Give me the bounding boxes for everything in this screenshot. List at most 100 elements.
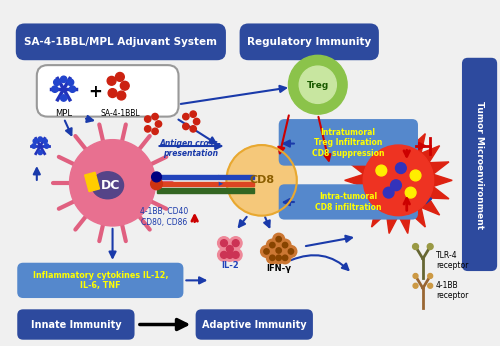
Circle shape [264, 249, 269, 254]
Circle shape [224, 243, 236, 255]
Text: 4-1BB
receptor: 4-1BB receptor [436, 281, 468, 300]
FancyBboxPatch shape [278, 119, 418, 166]
Polygon shape [398, 180, 449, 199]
Circle shape [54, 79, 60, 85]
Polygon shape [372, 180, 398, 227]
FancyBboxPatch shape [462, 58, 497, 271]
Text: Innate Immunity: Innate Immunity [30, 319, 121, 329]
Circle shape [288, 249, 294, 254]
Circle shape [285, 246, 297, 257]
Polygon shape [398, 146, 440, 180]
Text: SA-4-1BBL: SA-4-1BBL [100, 109, 140, 118]
Polygon shape [386, 127, 398, 180]
Circle shape [107, 76, 116, 85]
Circle shape [260, 246, 272, 257]
Text: Treg: Treg [306, 81, 329, 90]
Circle shape [288, 55, 347, 114]
Polygon shape [372, 134, 398, 180]
Text: CD8: CD8 [249, 175, 274, 185]
FancyBboxPatch shape [37, 65, 178, 117]
Text: Antigen cross-
presentation: Antigen cross- presentation [160, 139, 222, 158]
Bar [84, 172, 100, 192]
Circle shape [428, 244, 433, 249]
Text: 4-1BB, CD40
CD80, CD86: 4-1BB, CD40 CD80, CD86 [140, 208, 188, 227]
Polygon shape [398, 127, 410, 180]
Circle shape [156, 121, 162, 127]
Circle shape [70, 140, 156, 226]
Circle shape [413, 274, 418, 279]
Text: Adaptive Immunity: Adaptive Immunity [202, 319, 306, 329]
Bar [156, 175, 254, 179]
Polygon shape [398, 162, 449, 180]
Circle shape [273, 245, 284, 256]
Circle shape [224, 248, 236, 261]
Circle shape [70, 86, 75, 92]
Polygon shape [348, 180, 399, 199]
Circle shape [428, 274, 432, 279]
Circle shape [232, 252, 239, 258]
Circle shape [279, 239, 291, 251]
FancyBboxPatch shape [18, 309, 134, 340]
Circle shape [38, 150, 42, 155]
Circle shape [413, 283, 418, 288]
Circle shape [32, 144, 36, 148]
Ellipse shape [92, 172, 124, 199]
Text: Intratumoral
Treg Infiltration
CD8 suppression: Intratumoral Treg Infiltration CD8 suppr… [312, 128, 384, 157]
Circle shape [376, 165, 386, 176]
Circle shape [384, 187, 394, 198]
Circle shape [44, 144, 49, 148]
Circle shape [428, 283, 432, 288]
Circle shape [266, 239, 278, 251]
Bar [156, 182, 254, 186]
Polygon shape [344, 174, 399, 186]
Circle shape [276, 237, 281, 242]
Circle shape [144, 126, 151, 132]
Circle shape [406, 187, 416, 198]
Circle shape [273, 252, 284, 264]
Circle shape [152, 172, 162, 182]
Circle shape [220, 240, 228, 247]
Circle shape [33, 139, 38, 143]
Polygon shape [358, 180, 399, 215]
Circle shape [116, 72, 124, 81]
Circle shape [266, 252, 278, 264]
Text: Inflammatory cytokines IL-12,
IL-6, TNF: Inflammatory cytokines IL-12, IL-6, TNF [32, 271, 168, 290]
Circle shape [52, 86, 58, 92]
Text: MPL: MPL [55, 109, 72, 118]
Circle shape [363, 145, 434, 216]
Circle shape [230, 248, 242, 261]
FancyBboxPatch shape [18, 263, 183, 298]
Circle shape [299, 66, 337, 103]
FancyBboxPatch shape [278, 184, 418, 220]
Polygon shape [398, 180, 410, 234]
Polygon shape [398, 180, 440, 215]
Circle shape [190, 126, 196, 132]
Circle shape [276, 248, 281, 253]
Circle shape [108, 89, 117, 98]
Circle shape [182, 113, 189, 120]
Circle shape [410, 170, 421, 181]
Circle shape [226, 145, 297, 216]
Text: IL-2: IL-2 [221, 261, 238, 270]
Circle shape [232, 240, 239, 247]
Circle shape [194, 118, 200, 125]
Text: DC: DC [100, 179, 120, 192]
Polygon shape [358, 146, 399, 180]
Circle shape [190, 111, 196, 117]
Circle shape [152, 113, 158, 120]
Circle shape [273, 233, 284, 245]
Circle shape [218, 248, 230, 261]
Circle shape [144, 116, 151, 122]
Text: TLR-4
receptor: TLR-4 receptor [436, 251, 468, 270]
Circle shape [182, 123, 189, 130]
Text: Intra-tumoral
CD8 infiltration: Intra-tumoral CD8 infiltration [315, 192, 382, 212]
FancyBboxPatch shape [196, 309, 313, 340]
Circle shape [226, 246, 234, 253]
Circle shape [396, 163, 406, 173]
Circle shape [60, 76, 67, 83]
Circle shape [412, 244, 418, 249]
Circle shape [282, 243, 288, 248]
Circle shape [152, 128, 158, 135]
Circle shape [117, 91, 126, 100]
Circle shape [230, 237, 242, 249]
